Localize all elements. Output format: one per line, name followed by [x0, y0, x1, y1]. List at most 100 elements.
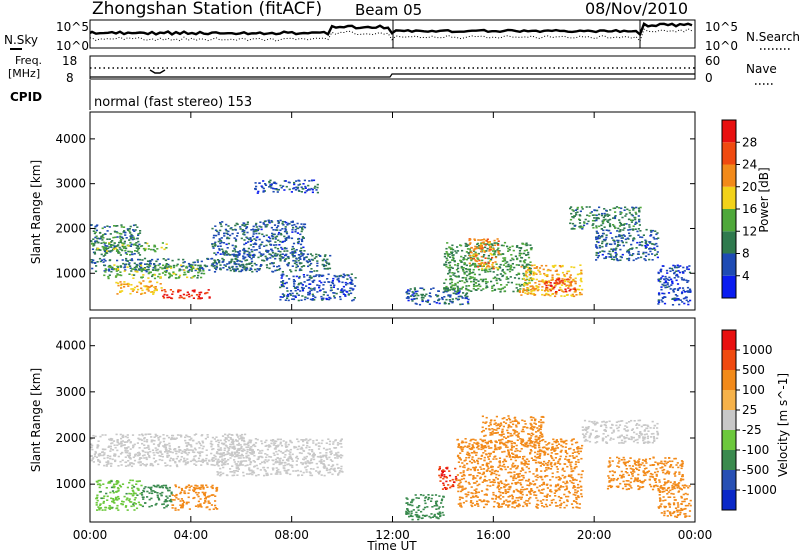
freq-label-line2: [MHz]	[8, 67, 40, 80]
heatmap-cell	[255, 185, 258, 188]
heatmap-cell	[438, 467, 441, 470]
heatmap-cell	[503, 259, 506, 261]
heatmap-cell	[186, 291, 189, 294]
heatmap-cell	[109, 482, 112, 484]
heatmap-cell	[304, 187, 307, 189]
heatmap-cell	[322, 288, 325, 290]
heatmap-cell	[302, 462, 305, 464]
heatmap-cell	[323, 474, 326, 477]
heatmap-cell	[172, 458, 175, 460]
heatmap-cell	[269, 257, 272, 259]
heatmap-cell	[263, 474, 266, 477]
heatmap-cell	[239, 455, 242, 457]
heatmap-cell	[230, 453, 233, 455]
heatmap-cell	[445, 263, 448, 266]
heatmap-cell	[165, 243, 168, 245]
heatmap-cell	[231, 434, 234, 436]
heatmap-cell	[295, 263, 298, 266]
heatmap-cell	[682, 297, 685, 300]
heatmap-cell	[472, 283, 476, 286]
heatmap-cell	[131, 253, 134, 256]
heatmap-cell	[299, 233, 302, 236]
heatmap-cell	[279, 232, 283, 235]
heatmap-cell	[687, 300, 690, 303]
heatmap-cell	[341, 454, 344, 457]
heatmap-cell	[204, 499, 207, 502]
heatmap-cell	[135, 507, 139, 510]
heatmap-cell	[304, 457, 307, 460]
noise-right-tick-bottom: 10^0	[705, 39, 738, 53]
heatmap-cell	[610, 243, 613, 246]
heatmap-cell	[505, 265, 508, 268]
heatmap-cell	[567, 287, 570, 289]
heatmap-cell	[665, 277, 668, 280]
heatmap-cell	[264, 459, 267, 461]
heatmap-cell	[618, 230, 621, 233]
heatmap-cell	[501, 270, 504, 272]
heatmap-cell	[618, 219, 621, 221]
heatmap-cell	[115, 247, 118, 250]
heatmap-cell	[606, 242, 609, 245]
heatmap-cell	[112, 440, 116, 442]
heatmap-cell	[180, 487, 183, 490]
heatmap-cell	[483, 269, 486, 272]
heatmap-cell	[144, 248, 147, 251]
heatmap-cell	[252, 472, 256, 474]
heatmap-cell	[195, 487, 198, 489]
heatmap-cell	[242, 255, 245, 257]
heatmap-cell	[193, 275, 196, 277]
heatmap-cell	[252, 225, 255, 228]
heatmap-cell	[592, 227, 595, 229]
heatmap-cell	[473, 277, 476, 279]
heatmap-cell	[527, 251, 530, 254]
heatmap-cell	[256, 438, 259, 441]
heatmap-cell	[609, 243, 612, 245]
heatmap-cell	[255, 464, 258, 467]
heatmap-cell	[538, 440, 541, 442]
heatmap-cell	[101, 235, 104, 237]
heatmap-cell	[261, 456, 264, 459]
heatmap-cell	[185, 452, 188, 454]
heatmap-cell	[168, 495, 171, 497]
velocity-heatmap	[90, 415, 692, 521]
heatmap-cell	[466, 295, 469, 298]
heatmap-cell	[215, 265, 218, 268]
heatmap-cell	[178, 296, 181, 299]
heatmap-cell	[306, 442, 309, 444]
heatmap-cell	[484, 261, 487, 264]
heatmap-cell	[278, 265, 281, 267]
heatmap-cell	[677, 288, 680, 290]
heatmap-cell	[322, 466, 325, 468]
heatmap-cell	[468, 289, 471, 292]
heatmap-cell	[219, 223, 222, 225]
heatmap-cell	[576, 208, 579, 211]
heatmap-cell	[222, 472, 225, 475]
heatmap-cell	[506, 265, 509, 268]
heatmap-cell	[466, 268, 469, 271]
heatmap-cell	[146, 287, 149, 289]
heatmap-cell	[538, 283, 541, 286]
heatmap-cell	[568, 285, 571, 288]
heatmap-cell	[475, 265, 478, 267]
heatmap-cell	[306, 253, 309, 256]
heatmap-cell	[259, 450, 262, 452]
heatmap-cell	[279, 438, 282, 441]
heatmap-cell	[337, 473, 340, 475]
heatmap-cell	[252, 246, 255, 248]
heatmap-cell	[561, 474, 564, 477]
heatmap-cell	[102, 234, 105, 236]
heatmap-cell	[321, 259, 324, 262]
heatmap-cell	[442, 514, 445, 516]
heatmap-cell	[106, 230, 109, 232]
heatmap-cell	[107, 463, 110, 465]
heatmap-cell	[677, 298, 680, 300]
heatmap-cell	[96, 496, 99, 499]
heatmap-cell	[270, 220, 273, 222]
heatmap-cell	[216, 471, 219, 473]
heatmap-cell	[283, 467, 286, 470]
heatmap-cell	[562, 291, 565, 293]
heatmap-cell	[212, 247, 215, 249]
heatmap-cell	[446, 259, 449, 261]
heatmap-cell	[192, 266, 195, 268]
heatmap-cell	[159, 451, 162, 454]
